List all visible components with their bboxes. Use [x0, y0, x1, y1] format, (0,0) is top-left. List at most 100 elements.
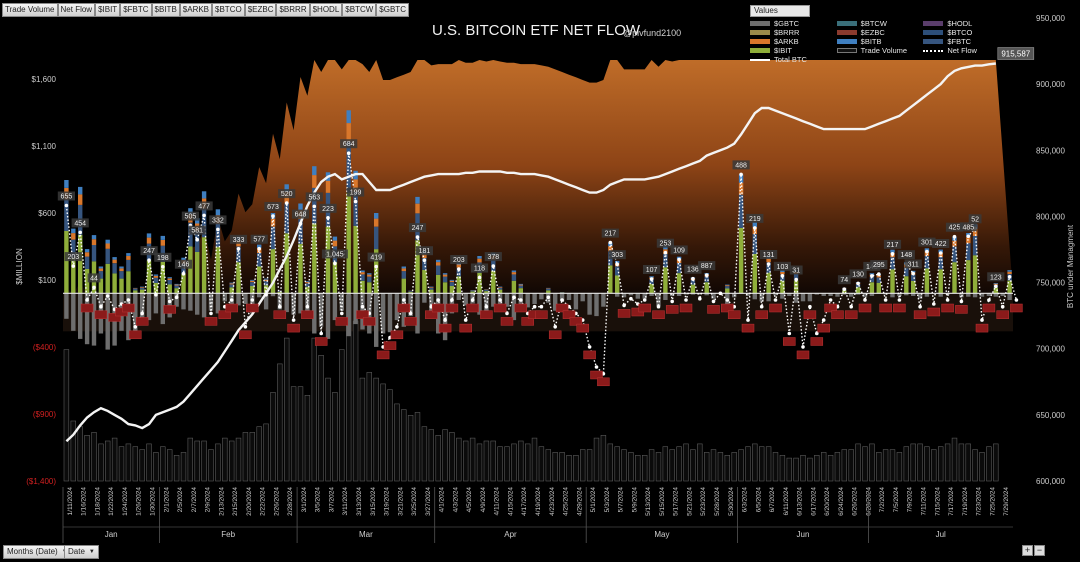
flow-bar-gbtc — [849, 293, 854, 297]
filter-button-fbtc[interactable]: $FBTC — [120, 3, 152, 17]
filter-button-tradevolume[interactable]: Trade Volume — [2, 3, 58, 17]
x-tick-label: 3/5/2024 — [315, 487, 322, 513]
net-flow-label-box — [57, 191, 75, 201]
x-tick-label: 6/5/2024 — [755, 487, 762, 513]
net-flow-label: 303 — [611, 252, 623, 259]
net-flow-label: 520 — [281, 191, 293, 198]
flow-bar-gbtc — [862, 293, 868, 298]
flow-bar-ibit — [174, 288, 179, 294]
filter-button-bitb[interactable]: $BITB — [151, 3, 180, 17]
volume-bar — [428, 429, 434, 482]
net-flow-point — [92, 285, 96, 290]
flow-bar-ibit — [752, 254, 757, 294]
volume-bar — [614, 446, 620, 482]
net-flow-point — [250, 298, 255, 302]
net-flow-point — [498, 298, 502, 302]
flow-bar-gbtc — [945, 293, 950, 295]
flow-bar-ibit — [966, 260, 971, 294]
flow-bar-bitb — [367, 273, 372, 275]
volume-bar — [146, 443, 152, 482]
volume-bar — [559, 452, 565, 482]
flow-bar-gbtc — [656, 293, 661, 306]
flow-bar-ibit — [64, 231, 69, 294]
flow-bar-ibit — [780, 280, 785, 294]
net-flow-negative-marker — [390, 330, 404, 340]
volume-bar — [180, 452, 187, 482]
net-flow-label: 563 — [308, 194, 320, 201]
flow-bar-gbtc — [222, 293, 227, 302]
net-flow-negative-marker — [982, 303, 996, 313]
filter-button-ezbc[interactable]: $EZBC — [244, 3, 277, 17]
flow-bar-gbtc — [924, 293, 930, 297]
date-filter-button[interactable]: Date ▼ — [64, 545, 99, 559]
volume-bar — [387, 389, 393, 482]
filter-button-netflow[interactable]: Net Flow — [57, 3, 96, 17]
flow-bar-arkb — [257, 248, 262, 253]
flow-bar-arkb — [374, 218, 379, 227]
net-flow-label-box — [918, 237, 936, 247]
filter-button-arkb[interactable]: $ARKB — [179, 3, 213, 17]
flow-bar-fbtc — [952, 246, 957, 263]
net-flow-negative-marker — [218, 310, 232, 319]
flow-bar-fbtc — [704, 276, 709, 283]
legend-label: $BRRR — [774, 28, 800, 37]
net-flow-label-box — [450, 255, 468, 264]
flow-bar-fbtc — [793, 274, 799, 281]
filter-button-gbtc[interactable]: $GBTC — [376, 3, 409, 17]
flow-bar-fbtc — [119, 271, 124, 279]
flow-bar-fbtc — [511, 274, 517, 281]
x-tick-label: 5/15/2024 — [659, 487, 666, 516]
x-tick-label: 1/22/2024 — [108, 487, 115, 516]
net-flow-label-box — [904, 259, 922, 269]
flow-bar-arkb — [367, 274, 372, 277]
filter-button-ibit[interactable]: $IBIT — [95, 3, 121, 17]
flow-bar-fbtc — [442, 276, 448, 283]
filter-button-btco[interactable]: $BTCO — [212, 3, 245, 17]
legend-header[interactable]: Values — [750, 5, 810, 17]
flow-bar-ibit — [71, 257, 76, 294]
flow-bar-gbtc — [553, 293, 558, 311]
net-flow-label-box — [968, 214, 982, 224]
net-flow-point — [918, 304, 922, 309]
net-flow-negative-marker — [975, 323, 989, 333]
flow-bar-ibit — [236, 262, 241, 294]
zoom-in-button[interactable]: + — [1022, 545, 1033, 556]
net-flow-negative-marker — [893, 303, 906, 313]
x-tick-label: 5/9/2024 — [631, 487, 638, 513]
flow-bar-ibit — [215, 247, 221, 294]
flow-bar-ibit — [676, 273, 682, 294]
flow-bar-fbtc — [105, 248, 110, 264]
net-flow-negative-marker — [480, 310, 493, 319]
filter-button-brrr[interactable]: $BRRR — [276, 3, 310, 17]
net-flow-point — [216, 227, 220, 232]
flow-bar-gbtc — [890, 293, 895, 298]
y-tick-label: ($400) — [33, 343, 56, 352]
flow-bar-gbtc — [140, 293, 145, 321]
zoom-out-button[interactable]: − — [1034, 545, 1045, 556]
filter-button-btcw[interactable]: $BTCW — [342, 3, 377, 17]
legend-label: $ARKB — [774, 37, 799, 46]
volume-bar — [573, 454, 579, 482]
filter-button-hodl[interactable]: $HODL — [309, 3, 343, 17]
volume-bar — [931, 449, 937, 482]
net-flow-negative-marker — [108, 313, 121, 322]
flow-bar-gbtc — [594, 293, 599, 317]
net-flow-point — [415, 235, 420, 239]
flow-bar-fbtc — [752, 234, 757, 254]
y-tick-label: ($1,400) — [26, 477, 56, 486]
flow-bar-bitb — [518, 283, 523, 285]
net-flow-label-box — [601, 228, 619, 238]
months-filter-button[interactable]: Months (Date) ▼ — [3, 545, 72, 559]
flow-bar-gbtc — [766, 293, 771, 302]
net-flow-label-box — [870, 260, 888, 270]
net-flow-point — [539, 304, 544, 309]
net-flow-point — [691, 276, 695, 281]
flow-bar-ibit — [615, 275, 620, 294]
net-flow-label: 485 — [962, 224, 974, 231]
flow-bar-arkb — [738, 182, 744, 195]
flow-bar-arkb — [1007, 271, 1012, 274]
volume-bar — [607, 443, 614, 482]
flow-bar-arkb — [229, 283, 234, 285]
flow-bar-fbtc — [263, 281, 269, 286]
y2-tick-label: 750,000 — [1036, 279, 1065, 288]
